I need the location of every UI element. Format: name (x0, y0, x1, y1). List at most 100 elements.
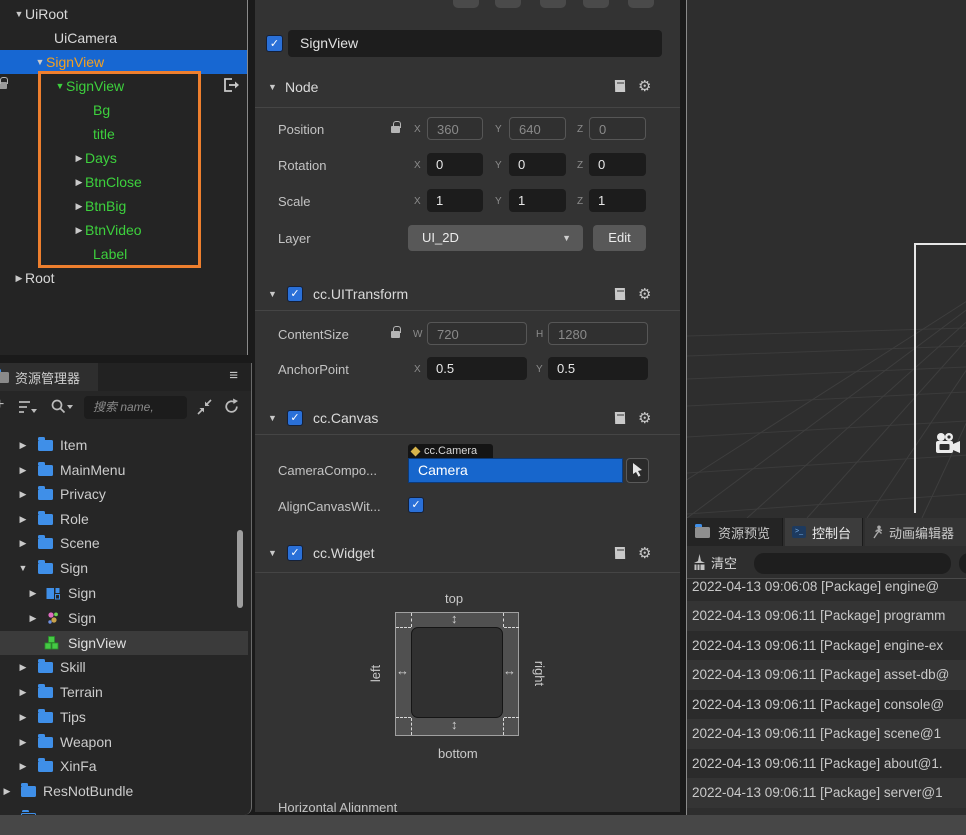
vertical-arrow-icon[interactable]: ↕ (451, 611, 458, 626)
anchorpoint-y-field[interactable]: 0.5 (548, 357, 648, 380)
hierarchy-item-btnbig[interactable]: ▶ BtnBig (0, 194, 247, 218)
asset-item-sign-folder[interactable]: ▼ Sign (0, 556, 248, 580)
hierarchy-item-root[interactable]: ▶ Root (0, 266, 247, 290)
sort-icon[interactable] (18, 399, 38, 415)
scale-y-field[interactable]: 1 (509, 189, 566, 212)
toolbar-button[interactable] (495, 0, 521, 8)
asset-item-sign-sprite[interactable]: ▶ Sign (0, 606, 248, 630)
chevron-down-icon[interactable]: ▼ (35, 57, 45, 67)
asset-item-xinfa[interactable]: ▶ XinFa (0, 754, 248, 778)
toolbar-button[interactable] (540, 0, 566, 8)
search-input[interactable]: 搜索 name, (84, 396, 187, 419)
hierarchy-item-title[interactable]: title (0, 122, 247, 146)
tab-asset-preview[interactable]: 资源预览 (687, 518, 783, 546)
hierarchy-item-uiroot[interactable]: ▼ UiRoot (0, 2, 247, 26)
uitransform-checkbox[interactable]: ✓ (287, 286, 303, 302)
hierarchy-item-bg[interactable]: Bg (0, 98, 247, 122)
canvas-checkbox[interactable]: ✓ (287, 410, 303, 426)
camera-reference-field[interactable]: Camera (408, 458, 623, 483)
doc-icon[interactable] (611, 411, 628, 425)
doc-icon[interactable] (611, 79, 628, 93)
chevron-right-icon[interactable]: ▶ (19, 760, 27, 771)
console-log-list[interactable]: 2022-04-13 09:06:08 [Package] engine@ 20… (687, 578, 966, 812)
toolbar-button[interactable] (628, 0, 654, 8)
camera-gizmo-icon[interactable] (934, 432, 962, 458)
tab-assets[interactable]: 资源管理器 (0, 363, 98, 391)
horizontal-arrow-icon[interactable]: ↔ (396, 663, 409, 678)
node-name-input[interactable]: SignView (288, 30, 662, 57)
asset-item-scene[interactable]: ▶ Scene (0, 531, 248, 555)
asset-item-sign-atlas[interactable]: ▶ Sign (0, 581, 248, 605)
doc-icon[interactable] (611, 546, 628, 560)
hierarchy-item-btnvideo[interactable]: ▶ BtnVideo (0, 218, 247, 242)
chevron-right-icon[interactable]: ▶ (19, 661, 27, 672)
chevron-right-icon[interactable]: ▶ (19, 464, 27, 475)
asset-item-terrain[interactable]: ▶ Terrain (0, 680, 248, 704)
chevron-right-icon[interactable]: ▶ (75, 224, 83, 235)
toolbar-button[interactable] (453, 0, 479, 8)
chevron-right-icon[interactable]: ▶ (19, 513, 27, 524)
refresh-icon[interactable] (223, 398, 240, 415)
gear-icon[interactable]: ⚙ (638, 78, 652, 95)
hierarchy-item-signview-prefab[interactable]: ▼ SignView (0, 74, 247, 98)
asset-item-partial[interactable] (0, 806, 248, 815)
tab-animation-editor[interactable]: 动画编辑器 (865, 518, 966, 546)
anchorpoint-x-field[interactable]: 0.5 (427, 357, 527, 380)
scale-x-field[interactable]: 1 (427, 189, 483, 212)
chevron-right-icon[interactable]: ▶ (19, 686, 27, 697)
search-icon[interactable] (50, 398, 74, 416)
chevron-right-icon[interactable]: ▶ (19, 488, 27, 499)
gear-icon[interactable]: ⚙ (638, 286, 652, 303)
asset-item-tips[interactable]: ▶ Tips (0, 705, 248, 729)
chevron-down-icon[interactable]: ▼ (268, 82, 277, 92)
rotation-x-field[interactable]: 0 (427, 153, 483, 176)
add-asset-icon[interactable]: + (0, 396, 4, 414)
chevron-right-icon[interactable]: ▶ (19, 537, 27, 548)
rotation-z-field[interactable]: 0 (589, 153, 646, 176)
chevron-right-icon[interactable]: ▶ (75, 200, 83, 211)
hierarchy-item-days[interactable]: ▶ Days (0, 146, 247, 170)
chevron-right-icon[interactable]: ▶ (19, 736, 27, 747)
chevron-down-icon[interactable]: ▼ (14, 9, 24, 19)
asset-item-role[interactable]: ▶ Role (0, 507, 248, 531)
exit-prefab-icon[interactable] (222, 77, 241, 93)
tab-console[interactable]: >_ 控制台 (785, 518, 863, 546)
asset-item-resnotbundle[interactable]: ▶ ResNotBundle (0, 779, 248, 803)
lock-icon[interactable] (391, 121, 401, 133)
horizontal-arrow-icon[interactable]: ↔ (503, 663, 516, 678)
chevron-right-icon[interactable]: ▶ (19, 439, 27, 450)
gear-icon[interactable]: ⚙ (638, 410, 652, 427)
picker-button[interactable] (626, 458, 649, 483)
asset-item-weapon[interactable]: ▶ Weapon (0, 730, 248, 754)
chevron-right-icon[interactable]: ▶ (75, 176, 83, 187)
chevron-right-icon[interactable]: ▶ (75, 152, 83, 163)
layer-dropdown[interactable]: UI_2D ▼ (408, 225, 583, 251)
section-title-canvas[interactable]: cc.Canvas (313, 410, 379, 426)
hierarchy-item-label[interactable]: Label (0, 242, 247, 266)
scale-z-field[interactable]: 1 (589, 189, 646, 212)
node-active-checkbox[interactable]: ✓ (266, 35, 283, 52)
align-canvas-checkbox[interactable]: ✓ (408, 497, 424, 513)
section-title-widget[interactable]: cc.Widget (313, 545, 375, 561)
widget-checkbox[interactable]: ✓ (287, 545, 303, 561)
collapse-all-icon[interactable] (196, 399, 213, 415)
console-partial-control[interactable] (959, 553, 966, 574)
asset-item-mainmenu[interactable]: ▶ MainMenu (0, 458, 248, 482)
asset-item-signview-prefab[interactable]: SignView (0, 631, 248, 655)
vertical-arrow-icon[interactable]: ↕ (451, 717, 458, 732)
clear-brush-icon[interactable] (692, 554, 707, 571)
chevron-down-icon[interactable]: ▼ (55, 81, 65, 91)
toolbar-button[interactable] (583, 0, 609, 8)
asset-item-item[interactable]: ▶ Item (0, 433, 248, 457)
chevron-right-icon[interactable]: ▶ (29, 587, 37, 598)
lock-icon[interactable] (391, 326, 401, 338)
chevron-down-icon[interactable]: ▼ (268, 413, 277, 423)
section-title-uitransform[interactable]: cc.UITransform (313, 286, 409, 302)
clear-console-button[interactable]: 清空 (711, 556, 738, 571)
asset-item-privacy[interactable]: ▶ Privacy (0, 482, 248, 506)
chevron-right-icon[interactable]: ▶ (19, 711, 27, 722)
assets-scrollbar[interactable] (237, 530, 243, 608)
chevron-down-icon[interactable]: ▼ (268, 289, 277, 299)
section-title-node[interactable]: Node (285, 79, 319, 95)
rotation-y-field[interactable]: 0 (509, 153, 566, 176)
